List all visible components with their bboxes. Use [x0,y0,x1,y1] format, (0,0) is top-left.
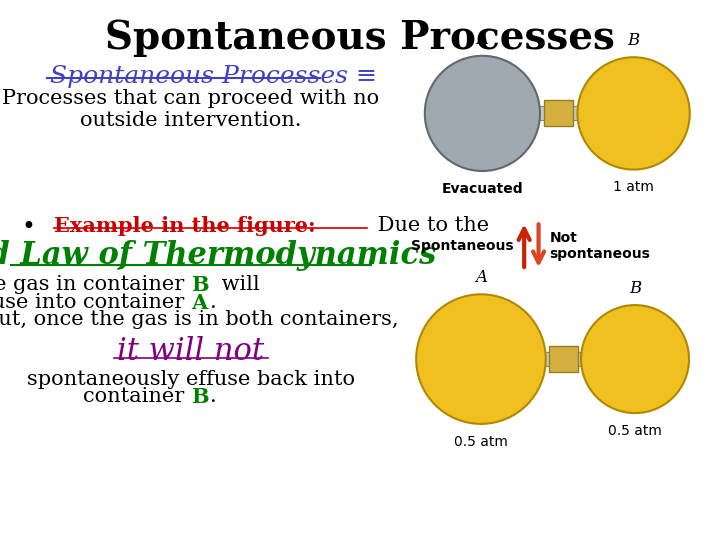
Text: Not
spontaneous: Not spontaneous [549,231,650,261]
Text: Spontaneous: Spontaneous [410,239,513,253]
Ellipse shape [581,305,689,413]
Text: 0.5 atm: 0.5 atm [454,435,508,449]
Text: B: B [191,275,208,295]
Text: A: A [475,269,487,286]
Text: B: B [629,280,642,297]
Text: Due to the: Due to the [371,216,489,235]
Text: •: • [22,216,35,239]
Bar [536,106,581,120]
Ellipse shape [577,57,690,170]
Text: Example in the figure:: Example in the figure: [54,216,315,236]
Text: spontaneously effuse into container: spontaneously effuse into container [0,293,191,312]
Text: Spontaneous Processes ≡: Spontaneous Processes ≡ [50,65,377,88]
Text: 1 atm: 1 atm [613,180,654,194]
Text: the gas in container: the gas in container [0,275,191,294]
Text: container: container [83,387,191,406]
Text: A: A [477,31,488,48]
Text: will: will [215,275,259,294]
Bar [542,352,585,366]
Ellipse shape [416,294,546,424]
Text: Spontaneous Processes: Spontaneous Processes [105,19,615,57]
Text: it will not: it will not [117,336,264,367]
Text: A: A [191,293,207,313]
Text: .: . [210,293,217,312]
Text: spontaneously effuse back into: spontaneously effuse back into [27,370,355,389]
Text: But, once the gas is in both containers,: But, once the gas is in both containers, [0,310,399,329]
Text: Evacuated: Evacuated [441,182,523,196]
Text: 0.5 atm: 0.5 atm [608,424,662,438]
Text: .: . [210,387,217,406]
Text: B: B [191,387,208,407]
Bar [544,100,573,126]
Ellipse shape [425,56,540,171]
Text: 2nd Law of Thermodynamics: 2nd Law of Thermodynamics [0,240,436,271]
Bar [549,346,578,372]
Text: Processes that can proceed with no
outside intervention.: Processes that can proceed with no outsi… [2,89,379,130]
Text: B: B [627,32,640,49]
